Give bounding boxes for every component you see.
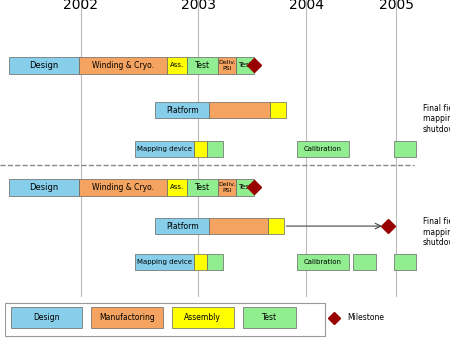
Bar bbox=[4, 304, 325, 336]
Bar bbox=[218, 57, 236, 74]
Bar bbox=[207, 141, 223, 157]
Bar bbox=[155, 218, 209, 234]
Bar bbox=[297, 141, 349, 157]
Bar bbox=[187, 57, 218, 74]
Bar bbox=[218, 179, 236, 196]
Bar bbox=[135, 141, 194, 157]
Text: Ass.: Ass. bbox=[170, 63, 184, 68]
Text: Design: Design bbox=[29, 61, 58, 70]
Bar bbox=[166, 57, 187, 74]
Bar bbox=[194, 141, 207, 157]
Bar bbox=[11, 307, 82, 328]
Bar bbox=[209, 218, 268, 234]
Text: Test: Test bbox=[238, 185, 252, 190]
Text: Test: Test bbox=[195, 183, 210, 192]
Text: Design: Design bbox=[34, 313, 60, 322]
Bar bbox=[187, 179, 218, 196]
Bar bbox=[297, 254, 349, 270]
Text: Deliv.
PSI: Deliv. PSI bbox=[219, 182, 236, 193]
Text: Final field
mapping during
shutdown: Final field mapping during shutdown bbox=[423, 217, 450, 247]
Text: Winding & Cryo.: Winding & Cryo. bbox=[92, 183, 153, 192]
Text: Design: Design bbox=[29, 183, 58, 192]
Bar bbox=[207, 254, 223, 270]
Text: 2005: 2005 bbox=[378, 0, 414, 12]
Bar bbox=[9, 57, 79, 74]
Text: Final field
mapping during
shutdown: Final field mapping during shutdown bbox=[423, 104, 450, 134]
Text: Ass.: Ass. bbox=[170, 185, 184, 190]
Bar bbox=[91, 307, 162, 328]
Text: Milestone: Milestone bbox=[347, 313, 385, 322]
Bar bbox=[353, 254, 376, 270]
Text: 2003: 2003 bbox=[180, 0, 216, 12]
Text: Platform: Platform bbox=[166, 105, 198, 115]
Text: Deliv.
PSI: Deliv. PSI bbox=[219, 60, 236, 71]
Bar bbox=[166, 179, 187, 196]
Text: Manufactoring: Manufactoring bbox=[99, 313, 155, 322]
Text: Calibration: Calibration bbox=[304, 146, 342, 152]
Text: Test: Test bbox=[262, 313, 277, 322]
Bar bbox=[394, 141, 416, 157]
Text: Calibration: Calibration bbox=[304, 259, 342, 265]
Bar bbox=[79, 57, 166, 74]
Text: Winding & Cryo.: Winding & Cryo. bbox=[92, 61, 153, 70]
Bar bbox=[79, 179, 166, 196]
Bar bbox=[236, 179, 254, 196]
Bar bbox=[209, 102, 270, 118]
Bar bbox=[243, 307, 296, 328]
Bar bbox=[155, 102, 209, 118]
Bar bbox=[268, 218, 284, 234]
Text: Assembly: Assembly bbox=[184, 313, 221, 322]
Bar bbox=[135, 254, 194, 270]
Text: Test: Test bbox=[238, 63, 252, 68]
Text: Platform: Platform bbox=[166, 221, 198, 231]
Text: 2002: 2002 bbox=[63, 0, 99, 12]
Bar bbox=[270, 102, 286, 118]
Bar bbox=[171, 307, 234, 328]
Bar bbox=[9, 179, 79, 196]
Text: 2004: 2004 bbox=[288, 0, 324, 12]
Bar bbox=[194, 254, 207, 270]
Text: Mapping device: Mapping device bbox=[137, 146, 192, 152]
Text: Test: Test bbox=[195, 61, 210, 70]
Bar bbox=[394, 254, 416, 270]
Text: Mapping device: Mapping device bbox=[137, 259, 192, 265]
Bar bbox=[236, 57, 254, 74]
